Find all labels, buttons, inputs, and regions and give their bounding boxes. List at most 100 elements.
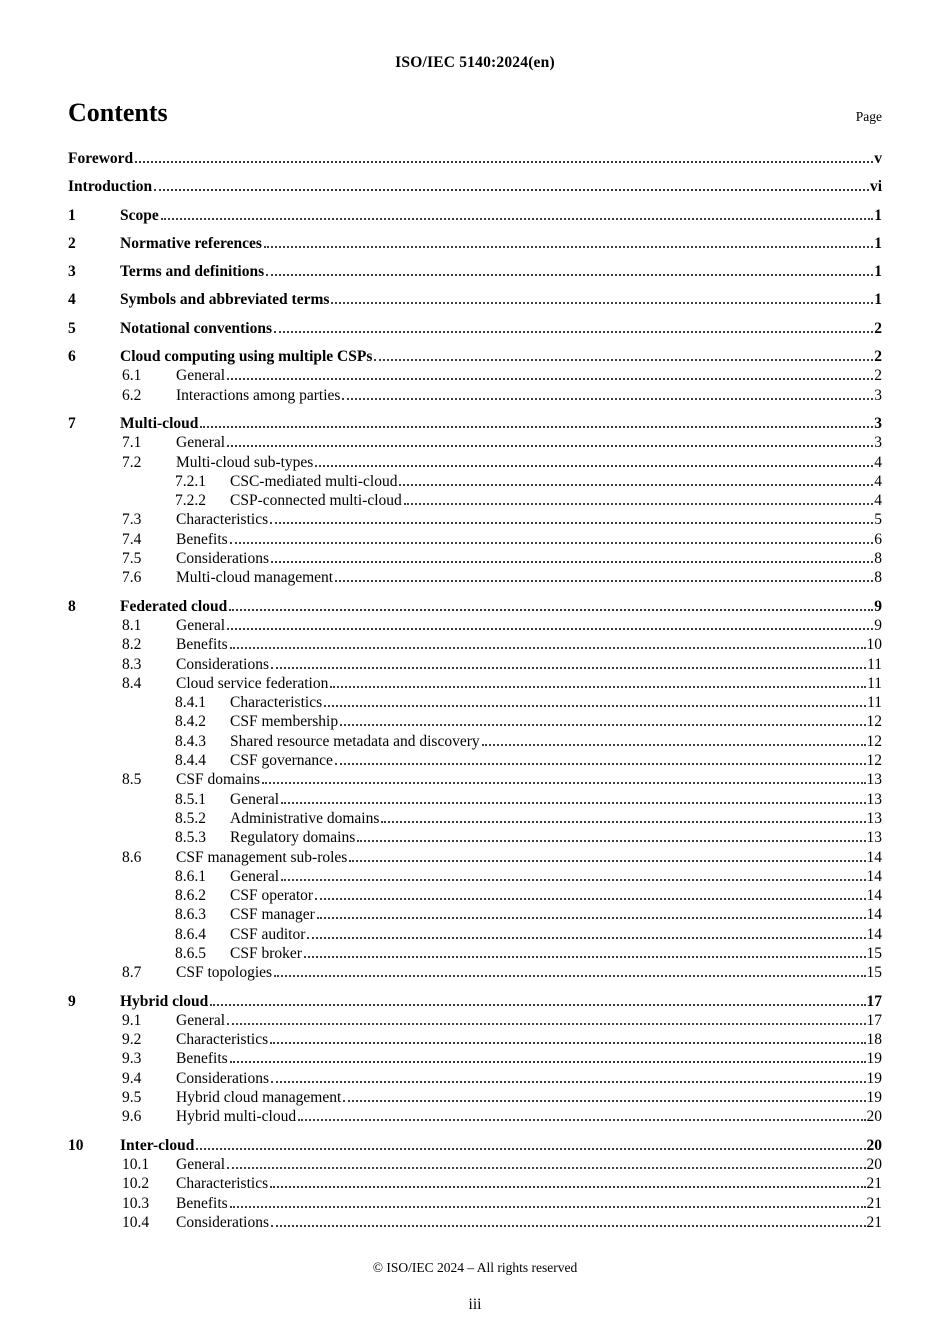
toc-entry-title: Hybrid cloud <box>120 992 209 1010</box>
toc-entry[interactable]: 10.2 Characteristics 21 <box>68 1174 882 1193</box>
toc-entry-page: 21 <box>866 1175 883 1193</box>
dotted-leader <box>298 1119 866 1122</box>
toc-entry-page: 9 <box>874 597 882 615</box>
toc-entry[interactable]: 8.4.2 CSF membership 12 <box>68 712 882 731</box>
toc-entry[interactable]: 8.1 General 9 <box>68 616 882 635</box>
toc-entry[interactable]: 7.3 Characteristics 5 <box>68 510 882 529</box>
toc-entry[interactable]: 8.6.3 CSF manager 14 <box>68 905 882 924</box>
toc-entry-number: 8 <box>68 597 76 615</box>
toc-entry[interactable]: 7 Multi-cloud 3 <box>68 414 882 433</box>
toc-entry[interactable]: 9.2 Characteristics 18 <box>68 1030 882 1049</box>
toc-entry[interactable]: 10.3 Benefits 21 <box>68 1194 882 1213</box>
toc-entry-number: 8.6.2 <box>175 887 206 905</box>
toc-entry[interactable]: 8.6 CSF management sub-roles 14 <box>68 848 882 867</box>
dotted-leader <box>271 561 874 564</box>
toc-entry[interactable]: 7.2.2 CSP-connected multi-cloud 4 <box>68 491 882 510</box>
toc-entry[interactable]: 7.5 Considerations 8 <box>68 549 882 568</box>
toc-entry[interactable]: 8.2 Benefits 10 <box>68 635 882 654</box>
toc-entry[interactable]: 6 Cloud computing using multiple CSPs 2 <box>68 347 882 366</box>
toc-entry[interactable]: 1 Scope 1 <box>68 206 882 225</box>
toc-entry[interactable]: 10.1 General 20 <box>68 1155 882 1174</box>
toc-entry[interactable]: 8.5 CSF domains 13 <box>68 770 882 789</box>
toc-entry[interactable]: 3 Terms and definitions 1 <box>68 262 882 281</box>
dotted-leader <box>227 1022 866 1025</box>
toc-entry[interactable]: 9.4 Considerations 19 <box>68 1069 882 1088</box>
toc-entry[interactable]: 6.2 Interactions among parties 3 <box>68 386 882 405</box>
toc-entry-number: 7 <box>68 414 76 432</box>
toc-entry[interactable]: 9.6 Hybrid multi-cloud 20 <box>68 1107 882 1126</box>
toc-entry-number: 6 <box>68 348 76 366</box>
toc-entry[interactable]: 8.7 CSF topologies 15 <box>68 963 882 982</box>
toc-entry[interactable]: 9.3 Benefits 19 <box>68 1049 882 1068</box>
toc-entry[interactable]: 8 Federated cloud 9 <box>68 597 882 616</box>
toc-entry[interactable]: 10.4 Considerations 21 <box>68 1213 882 1232</box>
toc-entry-number: 9.3 <box>122 1050 142 1068</box>
toc-entry-number: 8.5.3 <box>175 829 206 847</box>
toc-entry[interactable]: 9.1 General 17 <box>68 1011 882 1030</box>
toc-entry-page: 19 <box>866 1069 883 1087</box>
toc-entry[interactable]: 9 Hybrid cloud 17 <box>68 992 882 1011</box>
footer-copyright: © ISO/IEC 2024 – All rights reserved <box>372 1260 578 1275</box>
toc-entry[interactable]: 8.5.1 General 13 <box>68 790 882 809</box>
dotted-leader <box>210 1003 866 1006</box>
toc-entry-number: 7.3 <box>122 511 142 529</box>
toc-entry[interactable]: 7.2.1 CSC-mediated multi-cloud 4 <box>68 472 882 491</box>
dotted-leader <box>281 801 866 804</box>
toc-entry[interactable]: 4 Symbols and abbreviated terms 1 <box>68 290 882 309</box>
toc-entry-page: 17 <box>866 1011 883 1029</box>
toc-entry-number: 8.4.3 <box>175 732 206 750</box>
toc-entry-title: Considerations <box>176 1069 269 1087</box>
toc-entry-title: CSF operator <box>230 887 314 905</box>
toc-entry[interactable]: 8.4.3 Shared resource metadata and discov… <box>68 732 882 751</box>
toc-entry-number: 2 <box>68 234 76 252</box>
toc-entry-title: Administrative domains <box>230 809 380 827</box>
toc-entry[interactable]: 7.6 Multi-cloud management 8 <box>68 568 882 587</box>
toc-entry[interactable]: 8.6.2 CSF operator 14 <box>68 886 882 905</box>
toc-entry-page: 9 <box>874 616 882 634</box>
toc-entry-number: 8.7 <box>122 964 142 982</box>
toc-entry-title: Symbols and abbreviated terms <box>120 291 330 309</box>
page-column-label: Page <box>855 109 882 124</box>
toc-entry-page: 10 <box>866 636 883 654</box>
toc-entry[interactable]: Foreword v <box>68 149 882 168</box>
toc-entry[interactable]: 8.5.2 Administrative domains 13 <box>68 809 882 828</box>
toc-entry-title: Shared resource metadata and discovery <box>230 732 480 750</box>
toc-entry[interactable]: 5 Notational conventions 2 <box>68 319 882 338</box>
toc-entry[interactable]: 7.4 Benefits 6 <box>68 530 882 549</box>
toc-entry-page: 3 <box>874 386 882 404</box>
toc-entry[interactable]: 8.4.4 CSF governance 12 <box>68 751 882 770</box>
toc-entry[interactable]: 8.6.4 CSF auditor 14 <box>68 925 882 944</box>
toc-entry[interactable]: 6.1 General 2 <box>68 366 882 385</box>
toc-entry-page: 13 <box>866 809 883 827</box>
toc-entry-page: 3 <box>874 434 882 452</box>
toc-entry[interactable]: 8.4.1 Characteristics 11 <box>68 693 882 712</box>
toc-entry-page: 1 <box>874 234 882 252</box>
toc-entry-title: CSF auditor <box>230 925 306 943</box>
toc-entry-number: 8.3 <box>122 655 142 673</box>
toc-entry[interactable]: 2 Normative references 1 <box>68 234 882 253</box>
toc-entry[interactable]: 7.2 Multi-cloud sub-types 4 <box>68 453 882 472</box>
toc-entry[interactable]: 8.3 Considerations 11 <box>68 655 882 674</box>
toc-entry[interactable]: 7.1 General 3 <box>68 433 882 452</box>
dotted-leader <box>229 541 874 544</box>
toc-entry-page: 19 <box>866 1089 883 1107</box>
dotted-leader <box>271 1080 866 1083</box>
dotted-leader <box>271 666 867 669</box>
toc-entry[interactable]: 8.5.3 Regulatory domains 13 <box>68 828 882 847</box>
toc-entry[interactable]: 9.5 Hybrid cloud management 19 <box>68 1088 882 1107</box>
dotted-leader <box>229 647 866 650</box>
toc-entry[interactable]: 10 Inter-cloud 20 <box>68 1136 882 1155</box>
toc-entry[interactable]: 8.6.5 CSF broker 15 <box>68 944 882 963</box>
toc-entry[interactable]: 8.6.1 General 14 <box>68 867 882 886</box>
toc-entry[interactable]: Introduction vi <box>68 177 882 196</box>
toc-entry-title: Benefits <box>176 636 228 654</box>
toc-entry-title: CSC-mediated multi-cloud <box>230 472 398 490</box>
toc-entry-number: 7.2 <box>122 453 142 471</box>
toc-entry-title: CSF domains <box>176 771 260 789</box>
toc-entry[interactable]: 8.4 Cloud service federation 11 <box>68 674 882 693</box>
dotted-leader <box>229 608 874 611</box>
dotted-leader <box>270 1186 866 1189</box>
toc-entry-page: 17 <box>866 992 883 1010</box>
toc-entry-number: 8.4 <box>122 674 142 692</box>
dotted-leader <box>303 955 866 958</box>
